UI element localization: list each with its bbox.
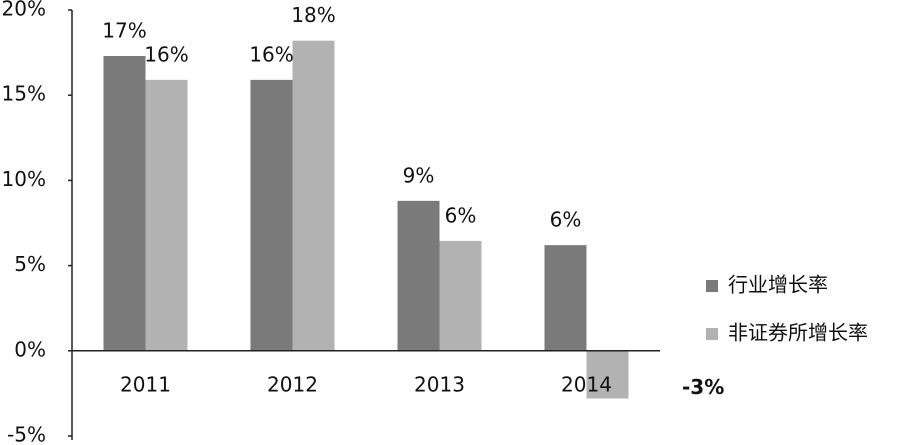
bar <box>292 40 335 351</box>
data-label: 6% <box>550 208 582 232</box>
y-tick-label: 5% <box>14 252 46 276</box>
x-tick-label: 2013 <box>414 372 465 396</box>
bar <box>103 56 146 351</box>
bar <box>397 200 440 351</box>
bar <box>250 79 293 351</box>
y-tick-label: 0% <box>14 337 46 361</box>
data-label: 9% <box>403 163 435 187</box>
data-label: 16% <box>144 42 188 66</box>
bar <box>544 245 587 351</box>
legend-swatch <box>706 328 718 340</box>
legend-label: 非证券所增长率 <box>728 321 868 345</box>
legend-swatch <box>706 280 718 292</box>
bar <box>145 79 188 351</box>
bar <box>586 350 629 399</box>
y-tick-label: 20% <box>2 0 46 21</box>
x-tick-label: 2012 <box>267 372 318 396</box>
y-tick-label: -5% <box>7 423 46 445</box>
data-label: -3% <box>682 375 724 399</box>
bar <box>439 240 482 351</box>
data-label: 18% <box>291 3 335 27</box>
y-tick-label: 15% <box>2 82 46 106</box>
legend-label: 行业增长率 <box>728 273 828 297</box>
data-label: 6% <box>445 203 477 227</box>
x-tick-label: 2014 <box>561 372 612 396</box>
y-tick-label: 10% <box>2 167 46 191</box>
data-label: 16% <box>249 42 293 66</box>
x-tick-label: 2011 <box>120 372 171 396</box>
data-label: 17% <box>102 19 146 43</box>
